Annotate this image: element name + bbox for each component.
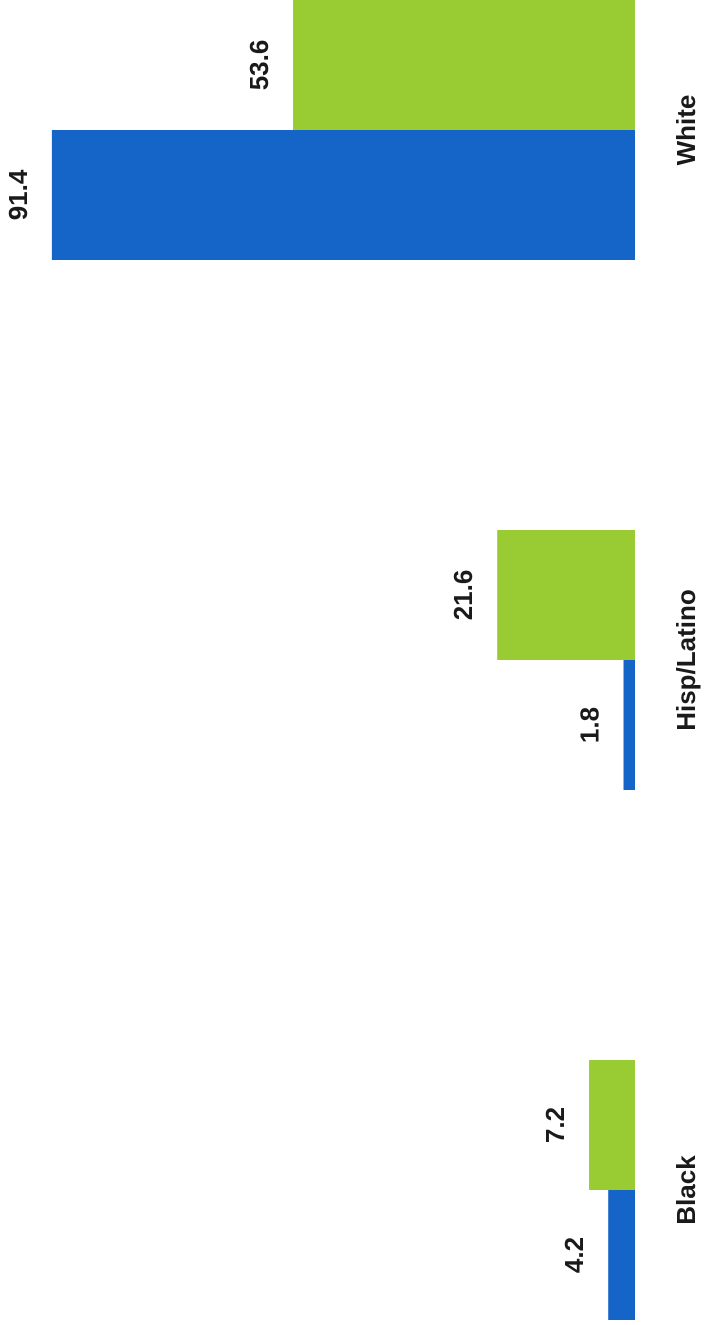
value-label-white-series-1: 53.6 <box>244 40 274 91</box>
bar-white-series-0 <box>51 130 636 260</box>
value-label-black-series-1: 7.2 <box>540 1107 570 1143</box>
bar-hisp-latino-series-1 <box>497 530 635 660</box>
bar-black-series-0 <box>608 1190 635 1320</box>
plot-area: 4.2 7.2 Black 1.8 21.6 Hisp/Latino 91.4 53.6 Whi… <box>3 0 701 1320</box>
value-label-black-series-0: 4.2 <box>559 1237 589 1273</box>
value-label-hisp-latino-series-1: 21.6 <box>448 570 478 621</box>
bar-black-series-1 <box>589 1060 635 1190</box>
value-label-hisp-latino-series-0: 1.8 <box>575 707 605 743</box>
category-label-hisp-latino: Hisp/Latino <box>671 589 701 731</box>
category-label-black: Black <box>671 1155 701 1225</box>
value-label-white-series-0: 91.4 <box>3 169 33 220</box>
bar-white-series-1 <box>293 0 635 130</box>
category-label-white: White <box>671 95 701 166</box>
bar-hisp-latino-series-0 <box>623 660 635 790</box>
